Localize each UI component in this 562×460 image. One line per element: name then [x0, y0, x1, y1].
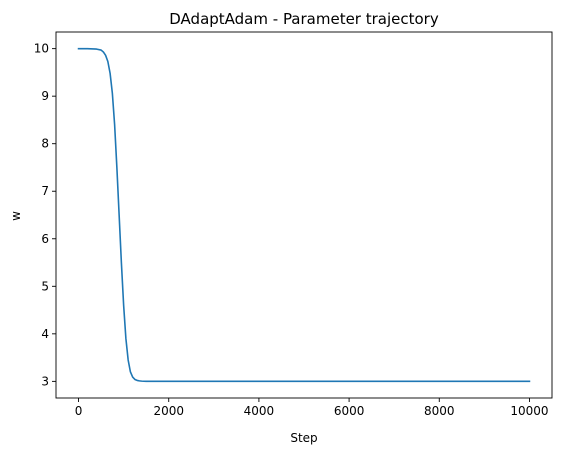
y-tick-label: 4 — [41, 327, 49, 341]
y-tick-label: 10 — [34, 42, 49, 56]
x-tick-label: 8000 — [424, 404, 455, 418]
plot-frame — [55, 31, 553, 399]
y-tick-label: 3 — [41, 374, 49, 388]
x-tick-label: 2000 — [153, 404, 184, 418]
chart-title: DAdaptAdam - Parameter trajectory — [169, 10, 439, 28]
y-tick-label: 6 — [41, 232, 49, 246]
x-tick-label: 10000 — [510, 404, 548, 418]
y-tick-label: 8 — [41, 137, 49, 151]
x-axis-label: Step — [290, 431, 317, 445]
series-line-0 — [77, 47, 531, 383]
y-axis-label: w — [9, 211, 23, 221]
x-tick-label: 0 — [75, 404, 83, 418]
y-tick-label: 5 — [41, 279, 49, 293]
x-tick-label: 4000 — [244, 404, 275, 418]
y-tick-label: 9 — [41, 89, 49, 103]
y-tick-label: 7 — [41, 184, 49, 198]
x-tick-label: 6000 — [334, 404, 365, 418]
plot-area: 0 2000 4000 6000 8000 10000 3 4 5 6 7 8 9 10 — [34, 31, 553, 418]
